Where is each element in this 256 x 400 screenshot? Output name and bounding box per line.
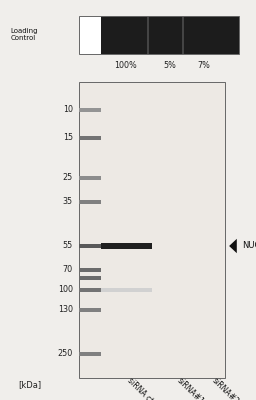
Text: siRNA ctrl: siRNA ctrl [125,376,158,400]
Bar [79,268,101,272]
Text: 10: 10 [63,106,73,114]
Bar [79,16,101,54]
Bar [101,288,152,292]
Text: [kDa]: [kDa] [18,380,41,389]
Text: NUCB2: NUCB2 [242,242,256,250]
Text: 7%: 7% [197,62,210,70]
Text: 55: 55 [63,242,73,250]
Text: 15: 15 [63,134,73,142]
Text: siRNA#1: siRNA#1 [175,376,206,400]
Polygon shape [229,239,237,253]
Text: siRNA#2: siRNA#2 [210,376,240,400]
Bar [101,243,152,248]
Text: 70: 70 [63,266,73,274]
Text: 100: 100 [58,286,73,294]
Bar [79,136,101,140]
Bar [79,200,101,204]
Bar [79,82,225,378]
Bar [79,176,101,180]
Bar [79,288,101,292]
Bar [182,16,184,54]
Bar [79,352,101,356]
Bar [79,276,101,280]
Bar [101,16,239,54]
Text: 130: 130 [58,306,73,314]
Text: Loading
Control: Loading Control [10,28,38,42]
Bar [79,16,239,54]
Bar [79,108,101,112]
Bar [147,16,149,54]
Text: 250: 250 [58,350,73,358]
Text: 5%: 5% [164,62,177,70]
Text: 35: 35 [63,198,73,206]
Bar [79,244,101,248]
Bar [79,308,101,312]
Text: 100%: 100% [114,62,137,70]
Text: 25: 25 [63,174,73,182]
